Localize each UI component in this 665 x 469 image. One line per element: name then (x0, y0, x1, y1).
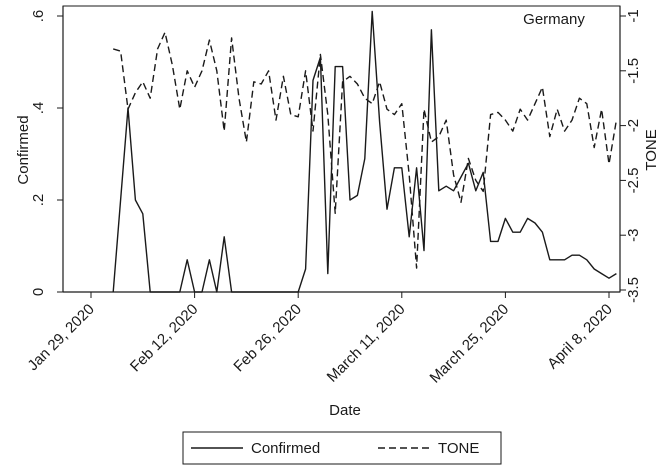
legend: Confirmed TONE (182, 431, 502, 465)
x-tick-label: Feb 12, 2020 (127, 301, 202, 376)
y-left-tick-label: 0 (30, 288, 47, 296)
y-left-tick-label: .6 (30, 10, 47, 23)
series-line-tone (113, 31, 618, 269)
y-right-tick-label: -1 (625, 9, 642, 22)
y-right-tick-label: -3.5 (625, 277, 642, 303)
legend-tone-label: TONE (438, 440, 479, 457)
y-left-axis-title: Confirmed (15, 115, 32, 184)
chart-title: Germany (523, 11, 585, 28)
y-right-tick-label: -2.5 (625, 167, 642, 193)
y-right-tick-label: -3 (625, 229, 642, 242)
x-axis-ticks: Jan 29, 2020 Feb 12, 2020 Feb 26, 2020 Marc… (24, 292, 616, 387)
series-line-confirmed (112, 10, 617, 293)
right-axis-ticks: -1 -1.5 -2 -2.5 -3 -3.5 (620, 9, 642, 303)
x-tick-label: Feb 26, 2020 (230, 301, 305, 376)
series-lines (112, 10, 618, 293)
x-tick-label: March 25, 2020 (427, 301, 513, 387)
plot-area (62, 5, 621, 293)
y-left-tick-label: .2 (30, 194, 47, 207)
x-tick-label: March 11, 2020 (324, 301, 409, 386)
y-right-axis-title: TONE (643, 129, 660, 170)
x-tick-label: Jan 29, 2020 (24, 301, 97, 374)
x-tick-label: April 8, 2020 (544, 301, 616, 373)
y-right-tick-label: -2 (625, 119, 642, 132)
legend-confirmed-label: Confirmed (251, 440, 320, 457)
y-right-tick-label: -1.5 (625, 58, 642, 84)
left-axis-ticks: 0 .2 .4 .6 (30, 10, 63, 296)
x-axis-title: Date (329, 402, 361, 419)
y-left-tick-label: .4 (30, 102, 47, 115)
